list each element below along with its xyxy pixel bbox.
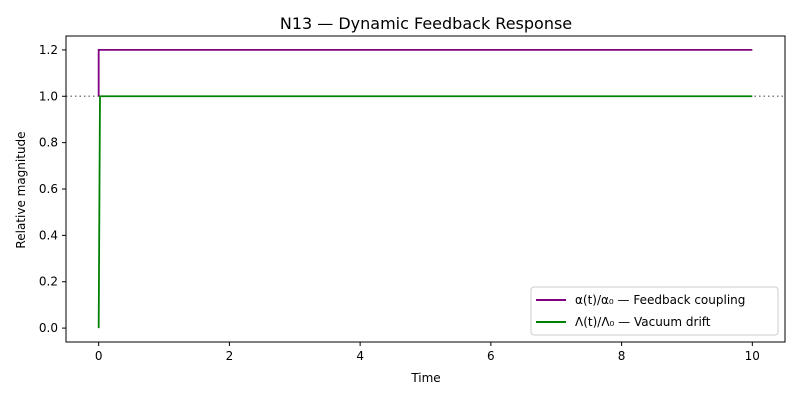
legend-label-vacuum-drift: Λ(t)/Λ₀ — Vacuum drift [575, 315, 711, 329]
series-line-vacuum-drift [97, 95, 753, 329]
x-tick-label: 6 [487, 349, 495, 363]
x-tick-label: 10 [745, 349, 760, 363]
y-tick-label: 0.8 [39, 136, 58, 150]
x-axis-label: Time [410, 371, 440, 385]
plot-area: 0 2 4 6 8 10 0.0 0.2 0.4 0.6 0.8 1.0 1.2 [39, 43, 785, 363]
chart-title: N13 — Dynamic Feedback Response [280, 14, 572, 33]
y-tick-label: 0.6 [39, 182, 58, 196]
x-tick-label: 0 [95, 349, 103, 363]
legend-box [530, 286, 779, 336]
y-tick-label: 0.0 [39, 321, 58, 335]
x-tick-label: 8 [618, 349, 626, 363]
y-tick-label: 0.4 [39, 228, 58, 242]
plot-frame [65, 35, 786, 343]
y-tick-label: 1.0 [39, 89, 58, 103]
legend-label-feedback-coupling: α(t)/α₀ — Feedback coupling [575, 293, 745, 307]
x-tick-label: 4 [356, 349, 364, 363]
y-tick-label: 0.2 [39, 275, 58, 289]
x-tick-label: 2 [226, 349, 234, 363]
y-tick-label: 1.2 [39, 43, 58, 57]
legend: α(t)/α₀ — Feedback coupling Λ(t)/Λ₀ — Va… [530, 286, 779, 336]
series-line-feedback-coupling [97, 49, 753, 97]
y-axis-label: Relative magnitude [14, 131, 28, 248]
